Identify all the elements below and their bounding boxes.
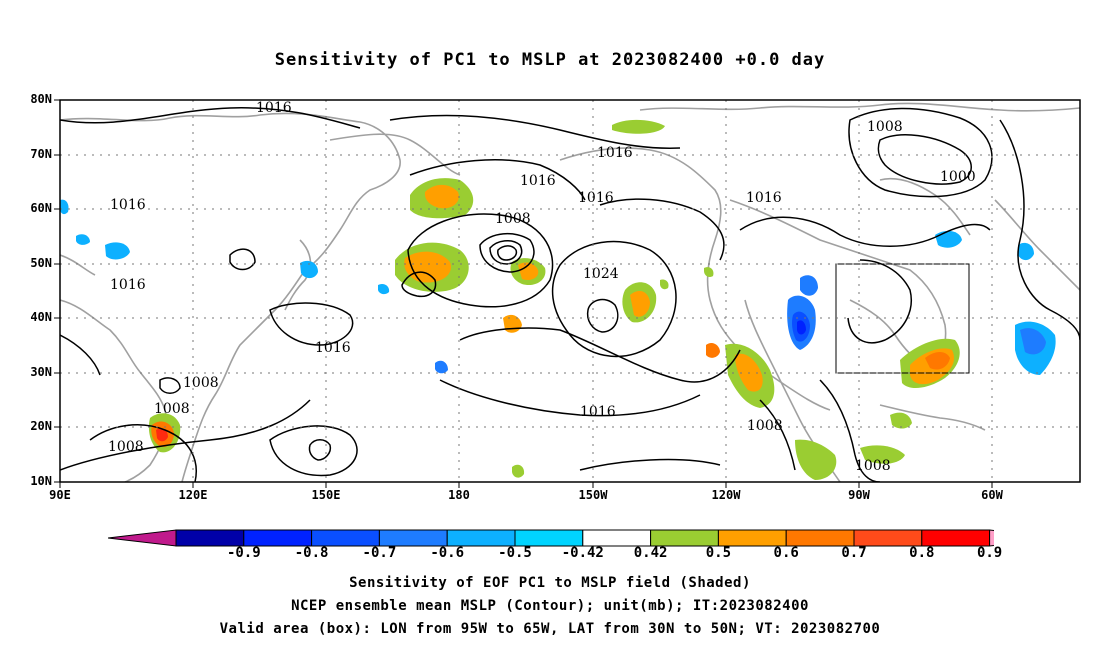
lon-label: 90W bbox=[848, 488, 870, 502]
colorbar-cell bbox=[175, 529, 245, 547]
mslp-contours bbox=[60, 107, 1080, 482]
colorbar-cell bbox=[243, 529, 313, 547]
contour-label: 1016 bbox=[256, 100, 292, 116]
contour-label: 1000 bbox=[940, 169, 976, 185]
colorbar-cell bbox=[582, 529, 652, 547]
lon-label: 60W bbox=[981, 488, 1003, 502]
colorbar-cell bbox=[717, 529, 787, 547]
axis-ticks bbox=[54, 99, 993, 488]
lon-label: 180 bbox=[448, 488, 470, 502]
colorbar-cell bbox=[378, 529, 448, 547]
contour-label: 1016 bbox=[110, 277, 146, 293]
contour-label: 1016 bbox=[315, 340, 351, 356]
lat-label: 40N bbox=[30, 310, 52, 324]
lat-label: 70N bbox=[30, 147, 52, 161]
colorbar-cell bbox=[921, 529, 991, 547]
colorbar-tick-label: -0.42 bbox=[561, 545, 604, 561]
colorbar-tick-label: 0.9 bbox=[976, 545, 1003, 561]
lon-label: 150W bbox=[578, 488, 608, 502]
colorbar-cell bbox=[785, 529, 855, 547]
lon-label: 90E bbox=[49, 488, 71, 502]
contour-labels: 1016 1016 1016 1016 1016 1016 1016 1016 … bbox=[108, 100, 976, 474]
colorbar bbox=[108, 529, 994, 547]
colorbar-cell bbox=[446, 529, 516, 547]
colorbar-tick-label: 0.8 bbox=[909, 545, 935, 561]
colorbar-tick-label: -0.7 bbox=[362, 545, 397, 561]
lon-label: 150E bbox=[311, 488, 341, 502]
contour-label: 1008 bbox=[747, 418, 783, 434]
colorbar-cell bbox=[311, 529, 380, 547]
lon-label: 120E bbox=[178, 488, 208, 502]
lat-label: 80N bbox=[30, 92, 52, 106]
lon-label: 120W bbox=[711, 488, 741, 502]
chart-title: Sensitivity of PC1 to MSLP at 2023082400… bbox=[274, 50, 826, 70]
lat-label: 50N bbox=[30, 256, 52, 270]
colorbar-cell bbox=[514, 529, 584, 547]
map-plot-area: 1016 1016 1016 1016 1016 1016 1016 1016 … bbox=[60, 100, 1080, 482]
contour-label: 1008 bbox=[867, 119, 903, 135]
colorbar-cell bbox=[853, 529, 923, 547]
colorbar-tick-label: -0.8 bbox=[294, 545, 329, 561]
contour-label: 1016 bbox=[746, 190, 782, 206]
contour-label: 1008 bbox=[495, 211, 531, 227]
contour-label: 1016 bbox=[580, 404, 616, 420]
lat-label: 20N bbox=[30, 419, 52, 433]
contour-label: 1008 bbox=[154, 401, 190, 417]
colorbar-tick-label: 0.42 bbox=[633, 545, 668, 561]
footer-line-2: NCEP ensemble mean MSLP (Contour); unit(… bbox=[291, 598, 809, 614]
lat-label: 30N bbox=[30, 365, 52, 379]
colorbar-tick-label: -0.6 bbox=[430, 545, 465, 561]
contour-label: 1016 bbox=[110, 197, 146, 213]
contour-label: 1008 bbox=[855, 458, 891, 474]
contour-label: 1016 bbox=[578, 190, 614, 206]
contour-label: 1008 bbox=[108, 439, 144, 455]
contour-label: 1016 bbox=[597, 145, 633, 161]
lat-label: 60N bbox=[30, 201, 52, 215]
footer-line-1: Sensitivity of EOF PC1 to MSLP field (Sh… bbox=[349, 575, 751, 591]
contour-label: 1008 bbox=[183, 375, 219, 391]
contour-label: 1024 bbox=[583, 266, 619, 282]
colorbar-low-extension bbox=[108, 529, 177, 547]
colorbar-tick-label: -0.9 bbox=[226, 545, 261, 561]
contour-label: 1016 bbox=[520, 173, 556, 189]
colorbar-tick-label: 0.7 bbox=[841, 545, 867, 561]
colorbar-tick-label: -0.5 bbox=[498, 545, 532, 561]
footer-line-3: Valid area (box): LON from 95W to 65W, L… bbox=[219, 621, 881, 637]
map-frame bbox=[59, 99, 1081, 483]
colorbar-cells bbox=[108, 529, 994, 547]
sensitivity-shading bbox=[60, 119, 1056, 480]
lat-lon-grid bbox=[60, 100, 1080, 482]
colorbar-tick-label: 0.5 bbox=[705, 545, 732, 561]
lat-label: 10N bbox=[30, 474, 52, 488]
colorbar-high-extension bbox=[989, 529, 994, 547]
colorbar-tick-label: 0.6 bbox=[773, 545, 799, 561]
colorbar-cell bbox=[650, 529, 719, 547]
